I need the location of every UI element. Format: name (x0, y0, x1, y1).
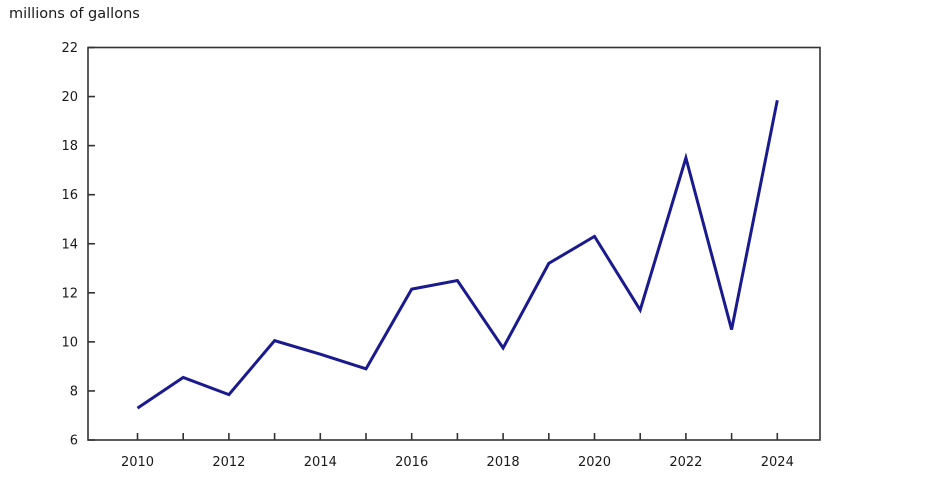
y-axis-tick-label: 10 (61, 335, 78, 350)
y-axis-tick-label: 20 (61, 90, 78, 105)
chart-title: millions of gallons (9, 6, 140, 22)
x-axis-tick-label: 2018 (487, 455, 520, 470)
data-line-volume (136, 99, 779, 410)
x-axis-tick-label: 2016 (395, 455, 428, 470)
x-axis-tick-label: 2024 (761, 455, 794, 470)
y-axis-tick-label: 18 (61, 139, 78, 154)
y-axis-tick-label: 16 (61, 188, 78, 203)
x-axis-tick-label: 2022 (669, 455, 702, 470)
y-axis-tick-label: 22 (61, 41, 78, 56)
x-axis-tick-label: 2012 (212, 455, 245, 470)
x-axis-tick-label: 2020 (578, 455, 611, 470)
x-axis-tick-label: 2014 (304, 455, 337, 470)
y-axis-tick-label: 8 (70, 384, 78, 399)
y-axis-tick-label: 12 (61, 286, 78, 301)
x-axis-tick-label: 2010 (121, 455, 154, 470)
y-axis-tick-label: 14 (61, 237, 78, 252)
y-axis-tick-label: 6 (70, 434, 78, 449)
